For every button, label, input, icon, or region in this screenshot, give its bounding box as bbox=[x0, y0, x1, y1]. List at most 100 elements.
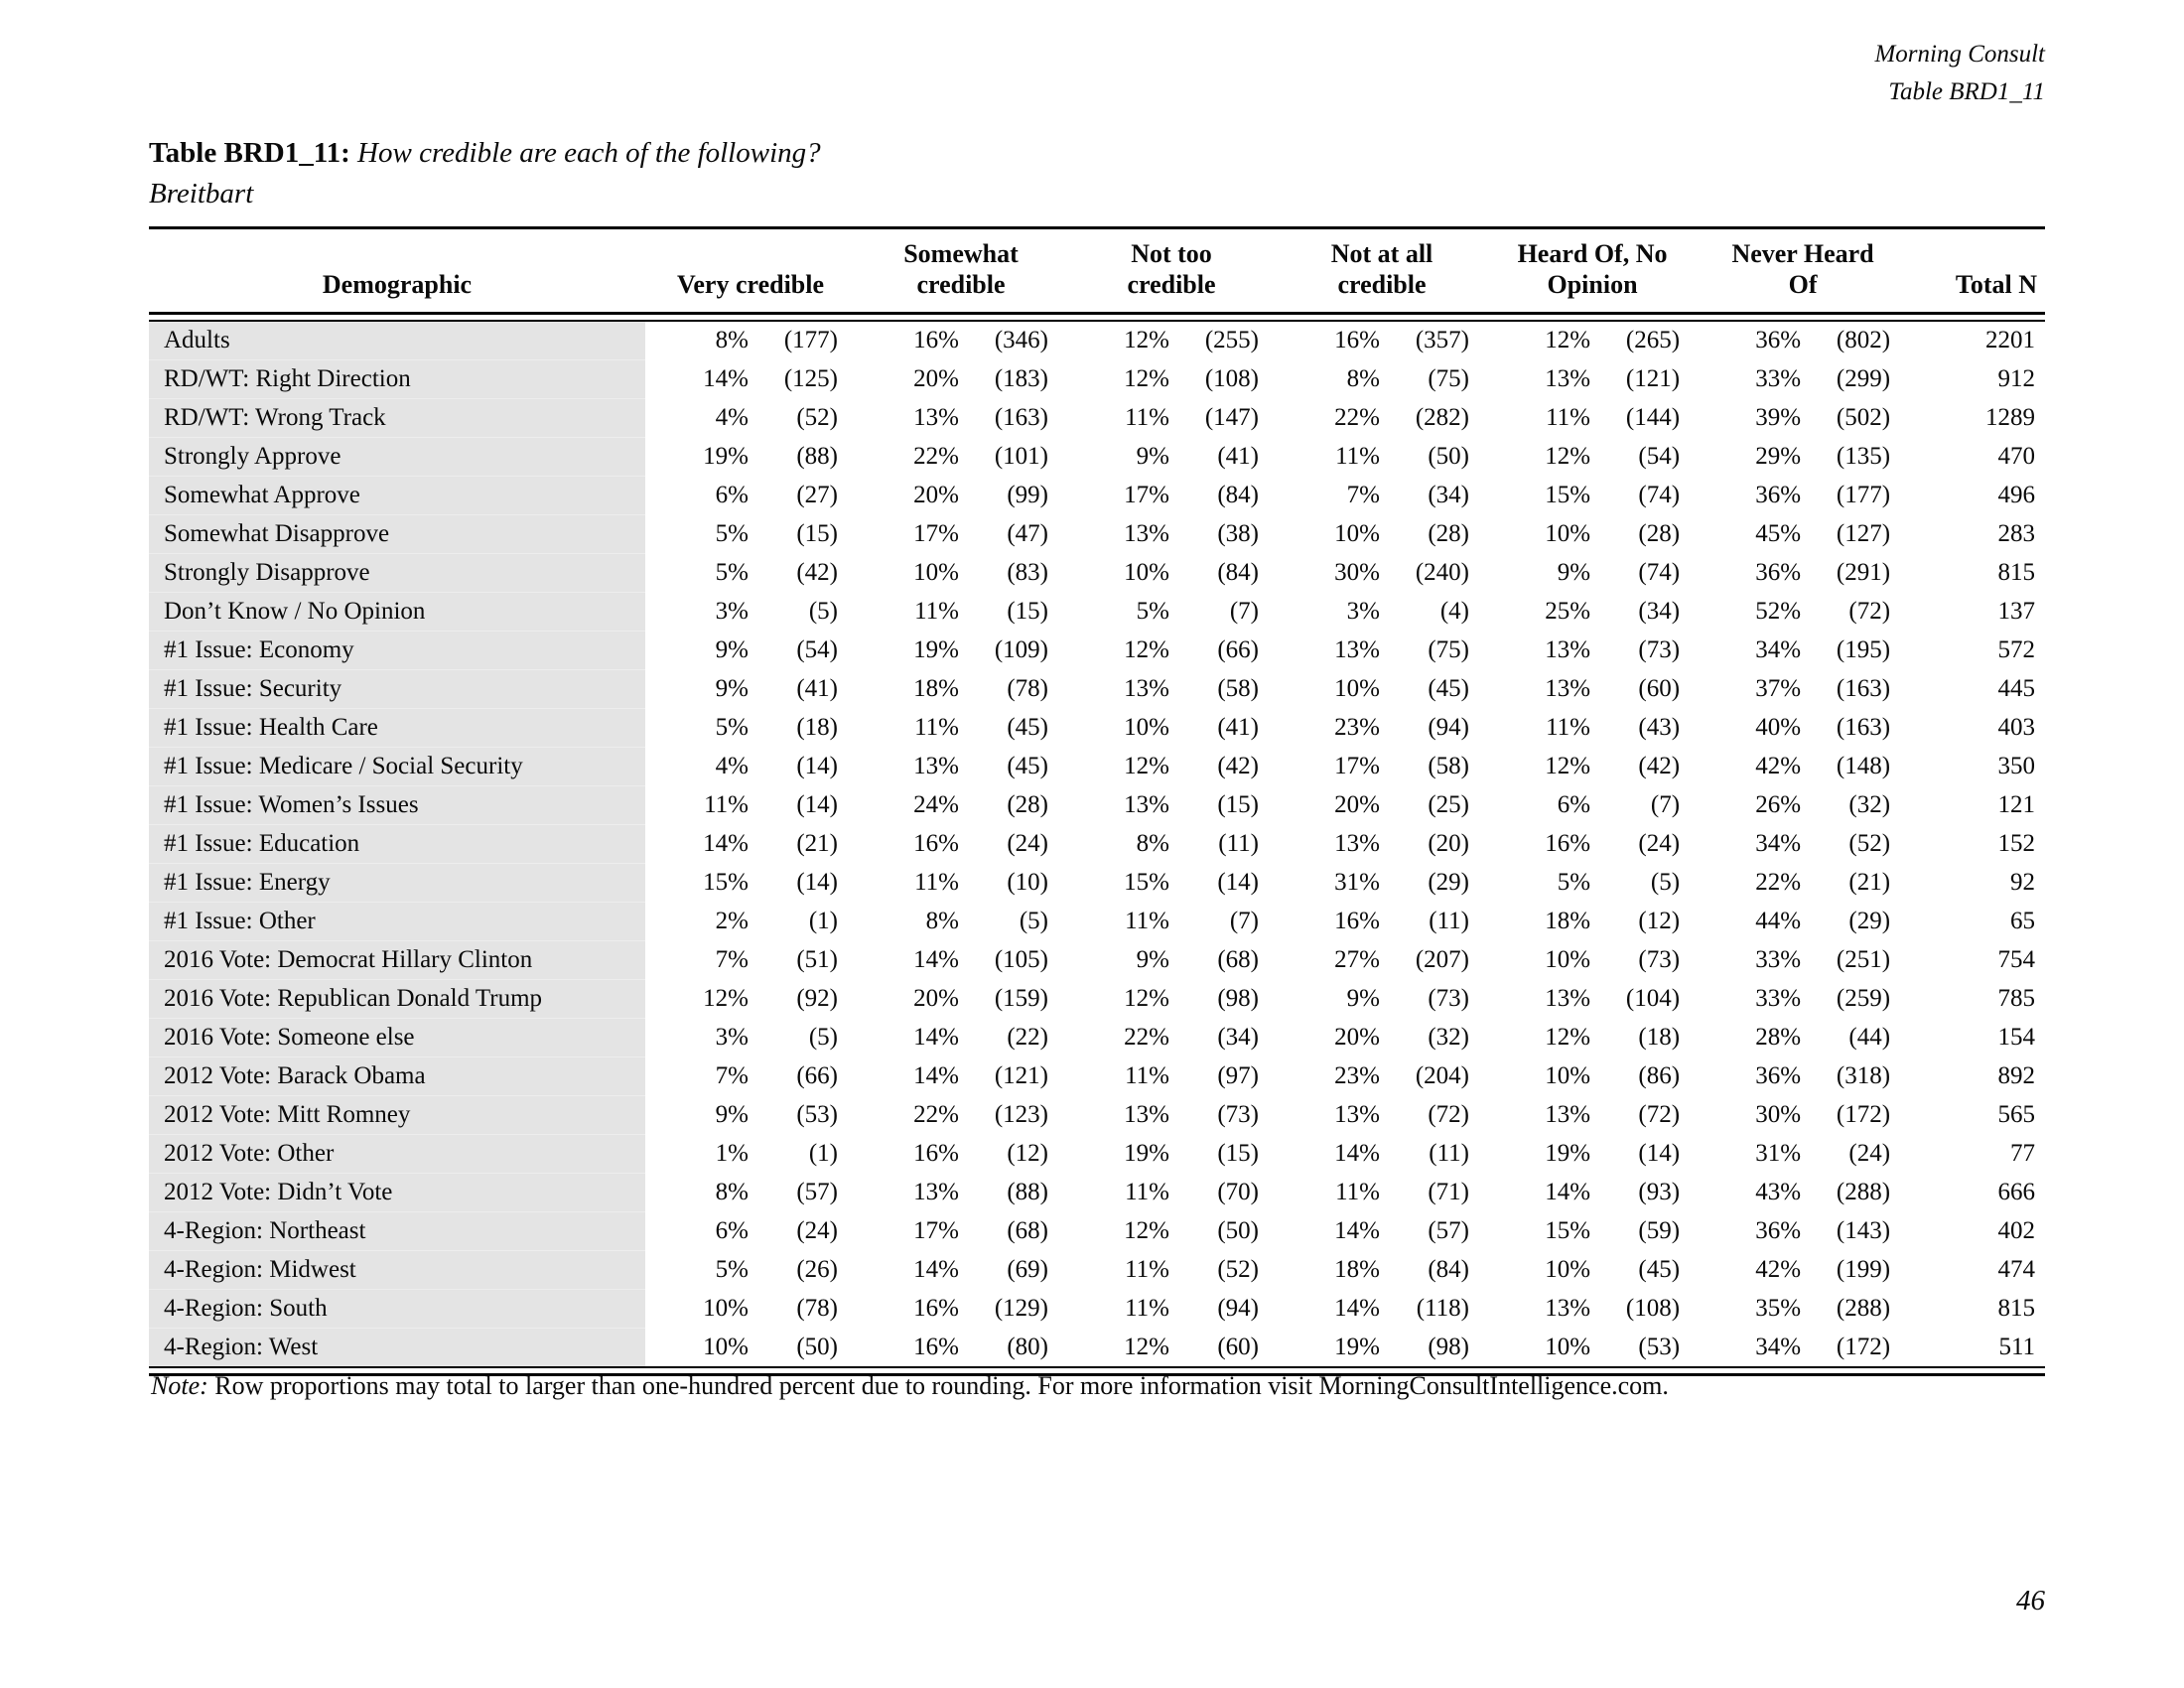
row-total-n: 121 bbox=[1997, 791, 2036, 818]
cell-pct: 44% bbox=[1755, 908, 1802, 934]
cell-pct: 1% bbox=[715, 1140, 749, 1167]
cell-n: (83) bbox=[1007, 559, 1048, 586]
cell-n: (66) bbox=[1217, 636, 1259, 663]
table-row: 2016 Vote: Republican Donald Trump 12% (… bbox=[149, 979, 2045, 1019]
row-total-n: 470 bbox=[1997, 443, 2036, 470]
cell-pct: 13% bbox=[1545, 636, 1591, 663]
row-total-n: 754 bbox=[1997, 946, 2036, 973]
cell-pct: 5% bbox=[715, 520, 749, 547]
row-total-n: 92 bbox=[2010, 869, 2036, 896]
cell-n: (72) bbox=[1428, 1101, 1470, 1128]
table-note: Note: Row proportions may total to large… bbox=[151, 1368, 2047, 1404]
table-row: RD/WT: Right Direction 14% (125) 20% (18… bbox=[149, 359, 2045, 399]
cell-pct: 10% bbox=[913, 559, 959, 586]
cell-pct: 43% bbox=[1755, 1179, 1802, 1205]
cell-n: (101) bbox=[994, 443, 1048, 470]
cell-n: (29) bbox=[1428, 869, 1470, 896]
cell-n: (27) bbox=[796, 482, 838, 508]
cell-pct: 27% bbox=[1334, 946, 1380, 973]
cell-n: (299) bbox=[1836, 365, 1891, 392]
cell-n: (502) bbox=[1836, 404, 1891, 431]
cell-pct: 36% bbox=[1755, 1062, 1802, 1089]
cell-n: (357) bbox=[1415, 327, 1470, 354]
table-row: 2012 Vote: Barack Obama 7% (66) 14% (121… bbox=[149, 1056, 2045, 1096]
cell-pct: 29% bbox=[1755, 443, 1802, 470]
cell-n: (50) bbox=[1428, 443, 1470, 470]
cell-n: (163) bbox=[1836, 675, 1891, 702]
cell-n: (7) bbox=[1229, 908, 1259, 934]
row-demographic: #1 Issue: Other bbox=[149, 902, 645, 941]
table-title-block: Table BRD1_11: How credible are each of … bbox=[149, 133, 821, 214]
cell-pct: 4% bbox=[715, 404, 749, 431]
cell-n: (78) bbox=[796, 1295, 838, 1322]
cell-pct: 16% bbox=[1334, 327, 1380, 354]
cell-n: (70) bbox=[1217, 1179, 1259, 1205]
table-row: #1 Issue: Education 14% (21) 16% (24) 8%… bbox=[149, 824, 2045, 864]
cell-n: (14) bbox=[1638, 1140, 1681, 1167]
cell-n: (24) bbox=[1007, 830, 1048, 857]
table-title: Table BRD1_11: How credible are each of … bbox=[149, 133, 821, 174]
cell-n: (74) bbox=[1638, 482, 1681, 508]
cell-pct: 16% bbox=[913, 830, 959, 857]
cell-pct: 14% bbox=[913, 1256, 959, 1283]
cell-n: (199) bbox=[1836, 1256, 1891, 1283]
cell-pct: 9% bbox=[715, 636, 749, 663]
row-total-n: 912 bbox=[1997, 365, 2036, 392]
cell-n: (282) bbox=[1415, 404, 1470, 431]
cell-n: (50) bbox=[796, 1333, 838, 1360]
row-demographic: #1 Issue: Women’s Issues bbox=[149, 785, 645, 825]
cell-n: (57) bbox=[796, 1179, 838, 1205]
cell-n: (18) bbox=[1638, 1024, 1681, 1051]
cell-pct: 12% bbox=[1124, 327, 1169, 354]
cell-pct: 14% bbox=[703, 365, 749, 392]
cell-n: (73) bbox=[1217, 1101, 1259, 1128]
cell-n: (66) bbox=[796, 1062, 838, 1089]
cell-pct: 11% bbox=[1125, 1062, 1169, 1089]
table-row: #1 Issue: Security 9% (41) 18% (78) 13% … bbox=[149, 669, 2045, 709]
cell-pct: 34% bbox=[1755, 830, 1802, 857]
cell-n: (143) bbox=[1836, 1217, 1891, 1244]
cell-n: (54) bbox=[1638, 443, 1681, 470]
cell-n: (45) bbox=[1007, 714, 1048, 741]
row-total-n: 496 bbox=[1997, 482, 2036, 508]
cell-n: (60) bbox=[1638, 675, 1681, 702]
cell-n: (802) bbox=[1836, 327, 1891, 354]
cell-n: (346) bbox=[994, 327, 1048, 354]
row-demographic: Somewhat Disapprove bbox=[149, 514, 645, 554]
row-total-n: 1289 bbox=[1985, 404, 2036, 431]
cell-pct: 20% bbox=[913, 482, 959, 508]
cell-pct: 7% bbox=[1346, 482, 1380, 508]
cell-pct: 11% bbox=[1125, 1295, 1169, 1322]
cell-n: (163) bbox=[1836, 714, 1891, 741]
cell-pct: 8% bbox=[925, 908, 959, 934]
cell-pct: 11% bbox=[1125, 908, 1169, 934]
col-header-total-n: Total N bbox=[1908, 226, 2046, 314]
cell-n: (98) bbox=[1217, 985, 1259, 1012]
table-body: Adults 8% (177) 16% (346) 12% (255) 16% … bbox=[149, 321, 2045, 1368]
cell-n: (94) bbox=[1428, 714, 1470, 741]
cell-n: (127) bbox=[1836, 520, 1891, 547]
cell-pct: 30% bbox=[1755, 1101, 1802, 1128]
cell-n: (38) bbox=[1217, 520, 1259, 547]
table-reference: Table BRD1_11 bbox=[1888, 78, 2045, 105]
cell-pct: 11% bbox=[1546, 404, 1591, 431]
brand-text: Morning Consult bbox=[1874, 41, 2045, 68]
cell-n: (251) bbox=[1836, 946, 1891, 973]
cell-n: (92) bbox=[796, 985, 838, 1012]
cell-pct: 19% bbox=[1124, 1140, 1169, 1167]
cell-n: (68) bbox=[1007, 1217, 1048, 1244]
cell-n: (12) bbox=[1638, 908, 1681, 934]
row-total-n: 815 bbox=[1997, 559, 2036, 586]
cell-pct: 15% bbox=[1545, 482, 1591, 508]
row-total-n: 474 bbox=[1997, 1256, 2036, 1283]
cell-pct: 34% bbox=[1755, 1333, 1802, 1360]
cell-pct: 18% bbox=[1334, 1256, 1380, 1283]
cell-n: (265) bbox=[1625, 327, 1681, 354]
cell-n: (28) bbox=[1428, 520, 1470, 547]
note-text: Row proportions may total to larger than… bbox=[207, 1371, 1669, 1400]
table-row: RD/WT: Wrong Track 4% (52) 13% (163) 11%… bbox=[149, 398, 2045, 438]
cell-n: (42) bbox=[1638, 753, 1681, 779]
cell-pct: 33% bbox=[1755, 946, 1802, 973]
cell-n: (34) bbox=[1217, 1024, 1259, 1051]
cell-n: (288) bbox=[1836, 1295, 1891, 1322]
